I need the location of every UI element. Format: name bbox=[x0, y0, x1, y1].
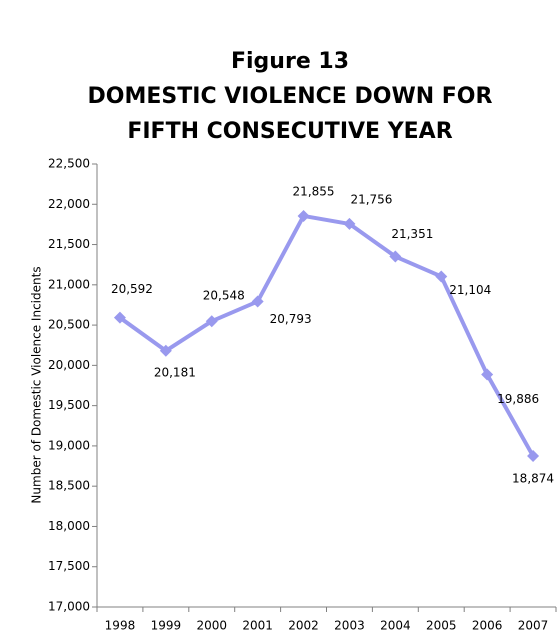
data-label: 19,886 bbox=[497, 392, 539, 406]
y-tick-label: 17,500 bbox=[48, 559, 90, 573]
x-tick-label: 1999 bbox=[151, 619, 182, 633]
marker bbox=[481, 368, 494, 381]
x-tick-label: 2004 bbox=[380, 619, 411, 633]
marker bbox=[389, 250, 402, 263]
marker bbox=[527, 450, 540, 463]
y-tick-label: 22,500 bbox=[48, 157, 90, 171]
y-tick-label: 19,000 bbox=[48, 438, 90, 452]
y-axis-label: Number of Domestic Violence Incidents bbox=[30, 266, 44, 503]
marker bbox=[435, 270, 448, 283]
marker bbox=[159, 344, 172, 357]
marker bbox=[205, 315, 218, 328]
x-tick-label: 2001 bbox=[242, 619, 273, 633]
data-label: 20,181 bbox=[154, 365, 196, 379]
y-tick-label: 19,500 bbox=[48, 398, 90, 412]
marker bbox=[343, 217, 356, 230]
data-label: 20,592 bbox=[111, 282, 153, 296]
y-tick-label: 18,500 bbox=[48, 479, 90, 493]
chart-subtitle: DOMESTIC VIOLENCE DOWN FOR bbox=[88, 84, 493, 109]
data-label: 20,793 bbox=[270, 312, 312, 326]
x-tick-label: 2002 bbox=[288, 619, 319, 633]
y-tick-label: 21,500 bbox=[48, 237, 90, 251]
data-label: 21,351 bbox=[391, 227, 433, 241]
data-label: 21,104 bbox=[449, 283, 491, 297]
chart-title: Figure 13 bbox=[231, 49, 349, 74]
y-tick-label: 21,000 bbox=[48, 277, 90, 291]
data-label: 18,874 bbox=[512, 472, 554, 486]
y-tick-label: 20,500 bbox=[48, 318, 90, 332]
x-tick-label: 2003 bbox=[334, 619, 365, 633]
x-tick-label: 2005 bbox=[426, 619, 457, 633]
chart-subtitle: FIFTH CONSECUTIVE YEAR bbox=[127, 119, 452, 144]
x-tick-label: 1998 bbox=[105, 619, 136, 633]
x-tick-label: 2006 bbox=[472, 619, 503, 633]
line bbox=[118, 213, 535, 458]
marker bbox=[297, 209, 310, 222]
marker bbox=[251, 295, 264, 308]
y-tick-label: 17,000 bbox=[48, 600, 90, 614]
y-tick-label: 22,000 bbox=[48, 197, 90, 211]
marker bbox=[113, 311, 126, 324]
x-tick-label: 2007 bbox=[518, 619, 549, 633]
data-label: 21,756 bbox=[350, 192, 392, 206]
y-tick-label: 20,000 bbox=[48, 358, 90, 372]
data-label: 21,855 bbox=[293, 184, 335, 198]
x-tick-label: 2000 bbox=[196, 619, 227, 633]
y-tick-label: 18,000 bbox=[48, 519, 90, 533]
data-label: 20,548 bbox=[203, 289, 245, 303]
